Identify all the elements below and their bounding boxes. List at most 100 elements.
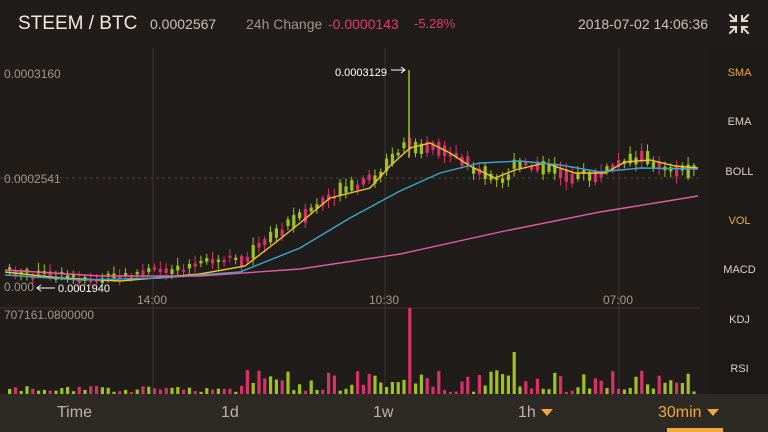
volume-bar	[263, 378, 267, 394]
candle	[472, 168, 476, 174]
candle	[321, 197, 325, 206]
candle	[216, 259, 220, 263]
volume-bar	[646, 384, 650, 394]
header-bar: STEEM / BTC 0.0002567 24h Change -0.0000…	[0, 0, 768, 48]
candle	[187, 263, 191, 269]
candle	[518, 160, 522, 169]
candle	[680, 165, 684, 171]
indicator-rsi[interactable]: RSI	[730, 363, 749, 375]
tab-1w[interactable]: 1w	[373, 404, 393, 422]
volume-bar	[170, 387, 174, 394]
indicator-vol[interactable]: VOL	[728, 215, 751, 227]
tab-time-label: Time	[57, 404, 92, 421]
volume-bar	[477, 375, 481, 394]
volume-bar	[657, 375, 661, 394]
tab-1w-label: 1w	[373, 404, 394, 421]
price-label-mid: 0.0002541	[4, 172, 61, 186]
volume-bar	[564, 391, 568, 394]
volume-bar	[535, 378, 539, 394]
low-price-marker: 0.0001940	[58, 283, 110, 295]
tab-time[interactable]: Time	[57, 404, 92, 422]
candle	[176, 265, 180, 271]
volume-bar	[408, 308, 412, 394]
candlestick-chart[interactable]: 0.0003160 0.0002541 0.000 14:00 10:30 07…	[0, 48, 700, 394]
volume-bar	[158, 389, 162, 394]
tab-30min[interactable]: 30min	[658, 404, 719, 422]
candle	[588, 172, 592, 181]
candle	[628, 153, 632, 164]
volume-bar	[576, 387, 580, 394]
candle	[402, 142, 406, 149]
volume-bar	[559, 376, 563, 394]
volume-bar	[106, 387, 110, 394]
candle	[611, 164, 615, 170]
volume-bar	[83, 389, 87, 394]
candle	[66, 275, 70, 279]
candle	[361, 178, 365, 185]
candle	[170, 269, 174, 275]
candle	[269, 231, 273, 243]
candle	[390, 153, 394, 165]
volume-max-label: 707161.0800000	[4, 308, 94, 322]
candle	[495, 178, 499, 181]
volume-bar	[443, 389, 447, 394]
volume-bar	[419, 374, 423, 394]
volume-bar	[315, 389, 319, 394]
candle	[303, 209, 307, 223]
volume-bar	[611, 371, 615, 394]
volume-bar	[240, 385, 244, 394]
volume-bar	[66, 386, 70, 394]
volume-bar	[628, 387, 632, 394]
candle	[385, 158, 389, 172]
volume-bar	[292, 390, 296, 394]
volume-bar	[193, 391, 197, 394]
volume-bar	[338, 390, 342, 394]
volume-bar	[286, 371, 290, 394]
candle	[158, 268, 162, 273]
candle	[640, 150, 644, 162]
tab-1d[interactable]: 1d	[221, 404, 239, 422]
volume-bar	[31, 388, 35, 394]
volume-bar	[124, 389, 128, 394]
volume-bar	[245, 370, 249, 394]
trading-pair[interactable]: STEEM / BTC	[18, 13, 138, 34]
indicator-boll[interactable]: BOLL	[725, 166, 754, 178]
volume-bar	[472, 391, 476, 394]
volume-bar	[280, 380, 284, 394]
candle	[646, 151, 650, 165]
volume-bar	[402, 379, 406, 394]
volume-bar	[60, 388, 64, 394]
volume-bar	[599, 380, 603, 394]
candle	[89, 278, 93, 283]
high-price-marker: 0.0003129	[335, 67, 387, 79]
volume-bar	[460, 381, 464, 394]
volume-bar	[37, 390, 41, 394]
change-label: 24h Change	[246, 16, 323, 32]
candle	[675, 165, 679, 177]
candle	[240, 256, 244, 267]
volume-bar	[321, 389, 325, 394]
candle	[280, 229, 284, 237]
volume-bar	[19, 391, 23, 394]
volume-bar	[77, 386, 81, 394]
indicator-kdj[interactable]: KDJ	[729, 314, 750, 326]
volume-bar	[205, 388, 209, 394]
volume-bar	[100, 387, 104, 394]
indicator-macd[interactable]: MACD	[723, 264, 756, 276]
volume-bar	[303, 390, 307, 394]
tab-1h[interactable]: 1h	[518, 404, 553, 422]
volume-bar	[373, 375, 377, 394]
candle	[298, 212, 302, 219]
volume-bar	[680, 382, 684, 394]
volume-bar	[692, 391, 696, 394]
indicator-ema[interactable]: EMA	[727, 116, 752, 128]
candle	[396, 152, 400, 156]
volume-bar	[135, 389, 139, 394]
time-label-1: 14:00	[137, 293, 167, 307]
collapse-arrows-icon[interactable]	[728, 13, 750, 35]
volume-bar	[211, 389, 215, 394]
volume-bar	[234, 391, 238, 394]
volume-bar	[651, 388, 655, 394]
low-marker-arrow	[36, 284, 55, 292]
indicator-sma[interactable]: SMA	[727, 67, 752, 79]
